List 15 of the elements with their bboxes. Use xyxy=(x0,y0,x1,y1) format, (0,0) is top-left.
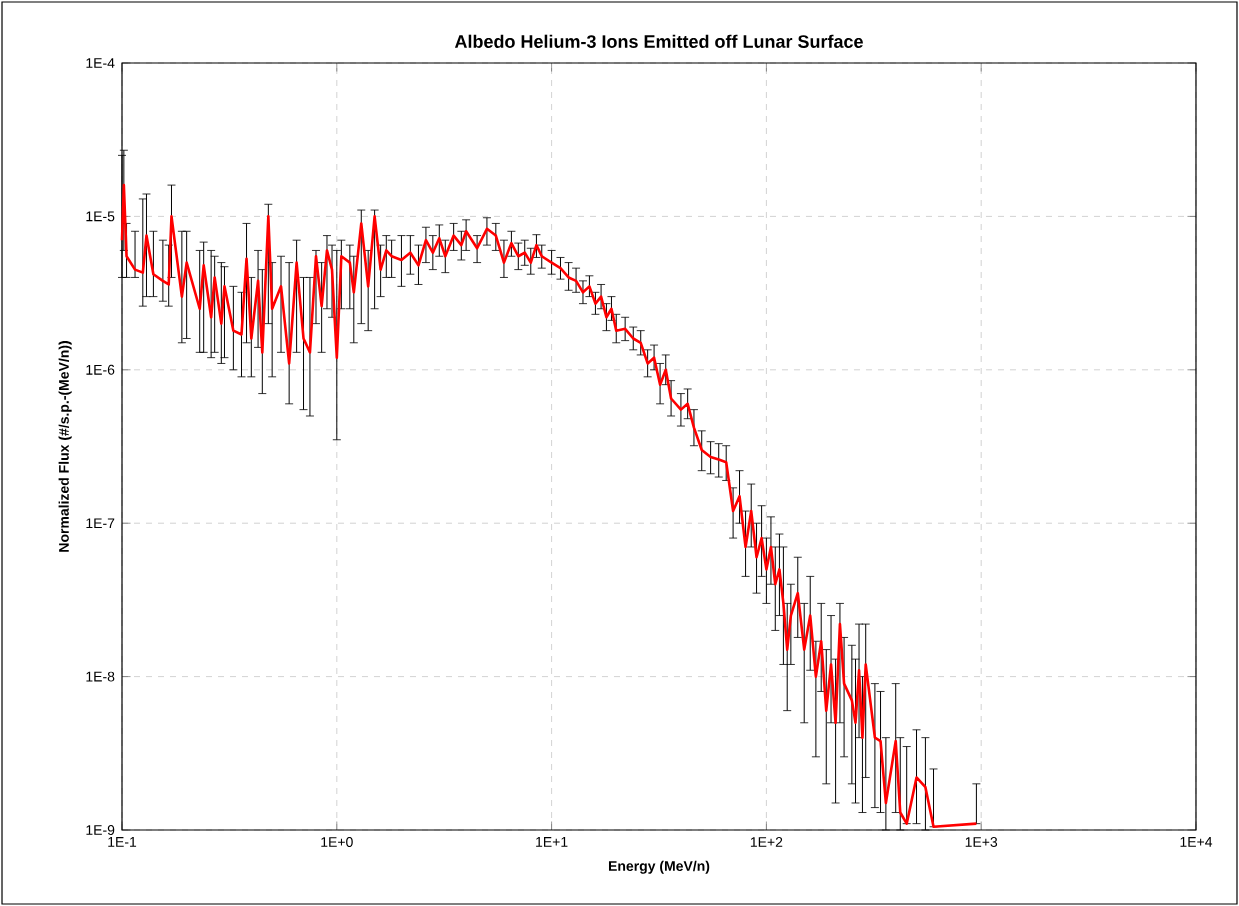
x-tick-label: 1E+4 xyxy=(1180,837,1213,847)
y-tick-label: 1E-5 xyxy=(86,211,115,222)
x-tick-label: 1E+0 xyxy=(321,837,353,847)
x-tick-label: 1E-1 xyxy=(108,837,137,847)
x-tick-label: 1E+2 xyxy=(750,837,783,847)
y-tick-label: 1E-8 xyxy=(86,671,115,682)
x-tick-label: 1E+1 xyxy=(536,837,568,847)
y-tick-label: 1E-7 xyxy=(86,518,115,529)
x-axis-title: Energy (MeV/n) xyxy=(608,860,710,874)
x-tick-label: 1E+3 xyxy=(965,837,998,847)
y-tick-label: 1E-6 xyxy=(86,364,115,375)
y-axis-title: Normalized Flux (#/s.p.-(MeV/n)) xyxy=(58,341,72,552)
chart-title: Albedo Helium-3 Ions Emitted off Lunar Surface xyxy=(454,34,863,48)
y-tick-label: 1E-4 xyxy=(86,58,115,68)
y-tick-label: 1E-9 xyxy=(86,825,115,835)
